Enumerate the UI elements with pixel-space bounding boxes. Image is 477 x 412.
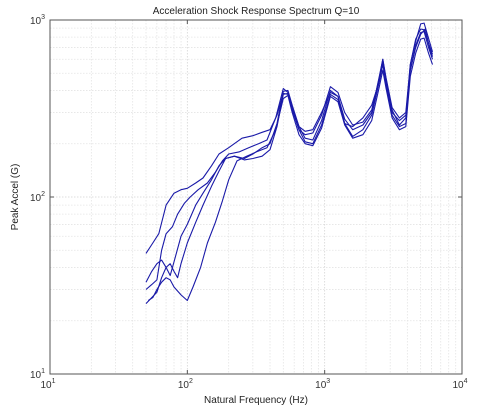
x-tick-label: 102 — [178, 378, 193, 391]
chart-title: Acceleration Shock Response Spectrum Q=1… — [153, 6, 360, 17]
series-line-2 — [145, 22, 434, 290]
x-tick-label: 103 — [315, 378, 330, 391]
y-axis-title: Peak Accel (G) — [10, 164, 21, 231]
y-tick-label: 102 — [30, 191, 45, 204]
x-tick-label: 104 — [452, 378, 467, 391]
series-line-3 — [145, 28, 434, 283]
y-tick-label: 103 — [30, 14, 45, 27]
y-tick-label: 101 — [30, 368, 45, 381]
x-tick-label: 101 — [40, 378, 55, 391]
x-axis-title: Natural Frequency (Hz) — [204, 395, 308, 406]
grid-lines — [50, 20, 462, 374]
series-line-1 — [145, 28, 434, 254]
series-line-4 — [145, 31, 434, 304]
series-line-5 — [148, 37, 434, 302]
plot-frame — [49, 19, 463, 375]
series-lines — [145, 22, 434, 304]
axis-tick-labels: 101 102 103 104 101 102 103 — [30, 14, 468, 391]
